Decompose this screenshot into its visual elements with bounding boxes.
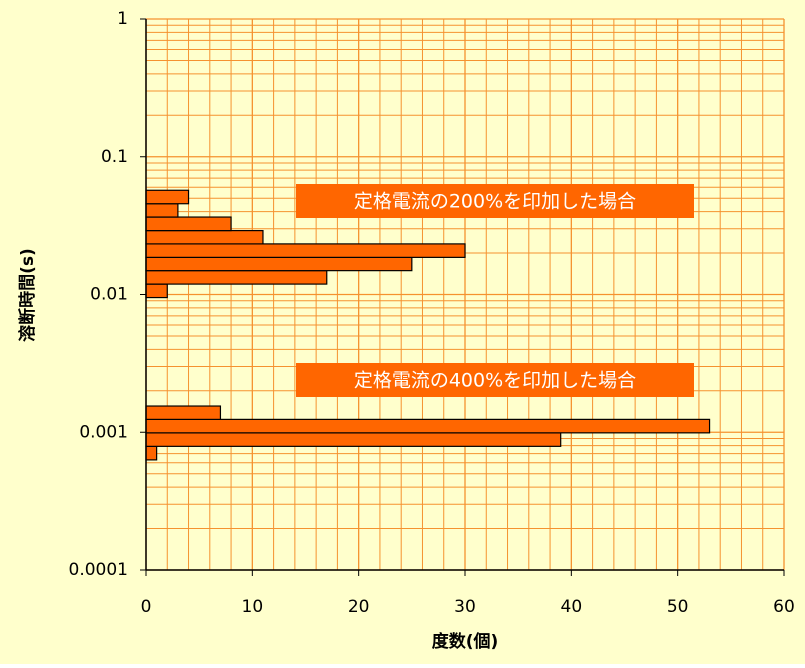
bar [145,256,413,272]
bar [145,189,190,205]
x-tick-label: 40 [561,597,583,617]
bar [145,445,158,461]
x-tick-label: 10 [242,597,264,617]
x-tick-label: 50 [667,597,689,617]
x-axis-label: 度数(個) [432,631,499,652]
bar [145,418,711,434]
x-tick-label: 30 [454,597,476,617]
x-tick-label: 60 [773,597,795,617]
x-tick-label: 20 [348,597,370,617]
bar [145,216,232,232]
annotation: 定格電流の200%を印加した場合 [354,191,636,213]
bar [145,270,328,285]
y-tick-label: 0.01 [90,285,128,305]
bar [145,243,466,258]
y-tick-label: 1 [117,9,128,29]
y-tick-label: 0.0001 [69,560,128,580]
annotation: 定格電流の400%を印加した場合 [354,370,636,392]
bar [145,203,179,218]
annotation-box [296,363,694,397]
y-tick-label: 0.1 [101,147,128,167]
bar [145,432,562,447]
y-tick-label: 0.001 [79,422,128,442]
bar [145,405,222,420]
bar [145,283,168,299]
annotation-box [296,184,694,218]
y-axis-label: 溶断時間(s) [17,248,38,342]
x-tick-label: 0 [141,597,152,617]
bars [145,189,711,461]
bar [145,229,264,245]
